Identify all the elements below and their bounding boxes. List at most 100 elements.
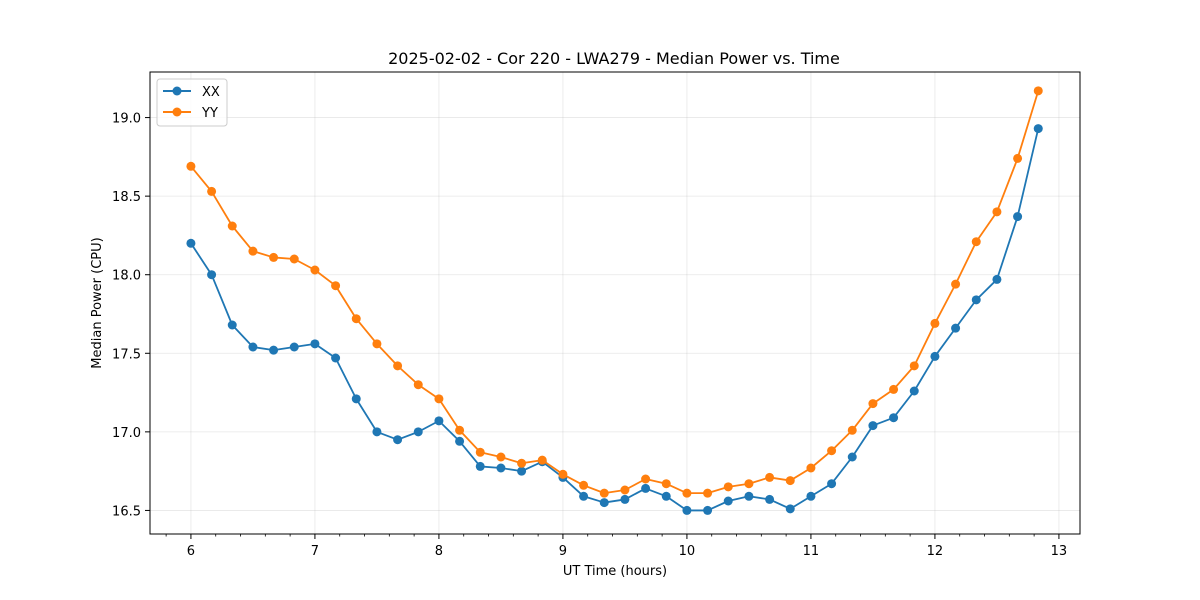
- data-point-yy: [558, 469, 568, 479]
- x-tick-label: 12: [927, 544, 944, 559]
- data-point-yy: [372, 339, 382, 349]
- data-point-yy: [207, 186, 217, 196]
- legend-yy-label: YY: [201, 106, 218, 121]
- grid: [150, 72, 1080, 534]
- data-point-xx: [289, 342, 299, 352]
- data-point-yy: [847, 425, 857, 435]
- data-point-yy: [413, 380, 423, 390]
- data-point-yy: [682, 488, 692, 498]
- data-point-xx: [723, 496, 733, 506]
- data-point-xx: [413, 427, 423, 437]
- x-tick-label: 11: [803, 544, 820, 559]
- data-point-yy: [1013, 153, 1023, 163]
- data-point-yy: [269, 252, 279, 262]
- data-point-xx: [661, 491, 671, 501]
- legend-xx-label: XX: [202, 85, 220, 100]
- data-point-xx: [599, 498, 609, 508]
- data-point-yy: [620, 485, 630, 495]
- data-point-xx: [682, 505, 692, 515]
- data-point-yy: [765, 472, 775, 482]
- data-point-yy: [744, 479, 754, 489]
- data-point-yy: [868, 399, 878, 409]
- data-point-xx: [909, 386, 919, 396]
- data-point-xx: [186, 238, 196, 248]
- y-tick-label: 16.5: [112, 504, 141, 519]
- data-point-xx: [1033, 124, 1043, 134]
- data-point-yy: [827, 446, 837, 456]
- x-axis-label: UT Time (hours): [563, 564, 667, 579]
- data-point-xx: [434, 416, 444, 426]
- legend-xx-marker: [172, 86, 182, 96]
- data-point-xx: [765, 494, 775, 504]
- data-point-xx: [703, 505, 713, 515]
- y-tick-label: 17.0: [112, 426, 141, 441]
- data-point-xx: [393, 435, 403, 445]
- data-point-yy: [806, 463, 816, 473]
- y-axis-label: Median Power (CPU): [90, 237, 105, 368]
- data-point-xx: [785, 504, 795, 514]
- data-point-yy: [496, 452, 506, 462]
- data-point-xx: [310, 339, 320, 349]
- data-point-yy: [599, 488, 609, 498]
- x-tick-label: 6: [187, 544, 195, 559]
- data-point-yy: [310, 265, 320, 275]
- data-point-yy: [703, 488, 713, 498]
- data-point-yy: [517, 458, 527, 468]
- x-tick-label: 7: [311, 544, 319, 559]
- ticks: 6 7 8 9 10 11 12 13 16.5 17.0 17.5 18.0 18.5 19.0: [112, 112, 1067, 559]
- data-point-xx: [372, 427, 382, 437]
- data-point-yy: [909, 361, 919, 371]
- data-point-yy: [641, 474, 651, 484]
- data-point-xx: [475, 461, 485, 471]
- data-point-xx: [331, 353, 341, 363]
- data-point-yy: [889, 384, 899, 394]
- data-point-xx: [248, 342, 258, 352]
- data-point-xx: [1013, 212, 1023, 222]
- plot-frame: [149, 71, 1081, 535]
- data-point-yy: [186, 161, 196, 171]
- data-point-yy: [455, 425, 465, 435]
- data-point-xx: [620, 494, 630, 504]
- data-point-xx: [496, 463, 506, 473]
- data-point-yy: [331, 281, 341, 291]
- data-point-yy: [1033, 86, 1043, 96]
- x-tick-label: 13: [1051, 544, 1068, 559]
- chart-title: 2025-02-02 - Cor 220 - LWA279 - Median P…: [388, 49, 840, 68]
- data-point-yy: [971, 237, 981, 247]
- data-point-xx: [227, 320, 237, 330]
- data-point-xx: [847, 452, 857, 462]
- y-tick-label: 18.0: [112, 269, 141, 284]
- x-tick-label: 10: [679, 544, 696, 559]
- data-point-xx: [806, 491, 816, 501]
- data-point-yy: [537, 455, 547, 465]
- data-point-xx: [351, 394, 361, 404]
- x-tick-label: 9: [559, 544, 567, 559]
- data-point-yy: [951, 279, 961, 289]
- data-point-yy: [289, 254, 299, 264]
- data-point-xx: [207, 270, 217, 280]
- data-point-yy: [785, 476, 795, 486]
- data-point-xx: [269, 345, 279, 355]
- series-layer: [186, 86, 1043, 515]
- data-point-xx: [930, 351, 940, 361]
- data-point-yy: [248, 246, 258, 256]
- y-tick-label: 18.5: [112, 190, 141, 205]
- data-point-xx: [641, 483, 651, 493]
- legend-yy-marker: [172, 107, 182, 117]
- data-point-yy: [992, 207, 1002, 217]
- data-point-yy: [393, 361, 403, 371]
- data-point-xx: [517, 466, 527, 476]
- data-point-xx: [579, 491, 589, 501]
- x-tick-label: 8: [435, 544, 443, 559]
- data-point-xx: [889, 413, 899, 423]
- data-point-yy: [351, 314, 361, 324]
- y-tick-label: 19.0: [112, 112, 141, 127]
- data-point-yy: [579, 480, 589, 490]
- data-point-yy: [227, 221, 237, 231]
- data-point-yy: [723, 482, 733, 492]
- data-point-xx: [868, 421, 878, 431]
- data-point-yy: [434, 394, 444, 404]
- data-point-yy: [661, 479, 671, 489]
- data-point-xx: [455, 436, 465, 446]
